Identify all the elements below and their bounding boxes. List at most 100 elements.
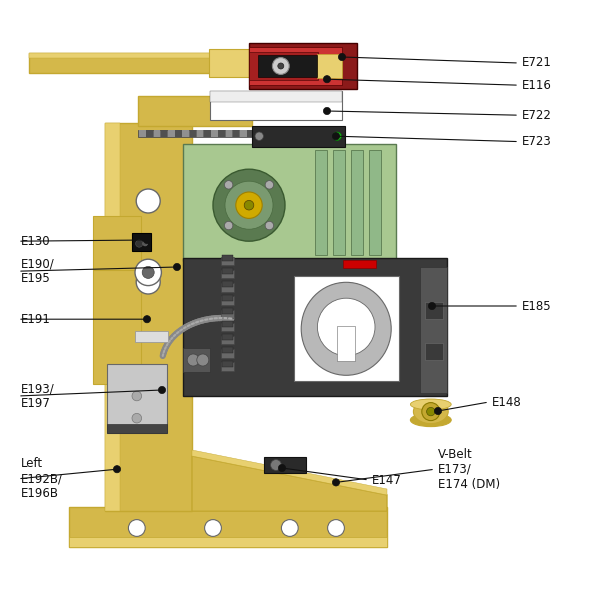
Circle shape [197, 354, 209, 366]
Circle shape [244, 200, 254, 210]
Bar [254, 130, 261, 137]
Circle shape [434, 407, 442, 415]
Bar [197, 130, 203, 137]
Bar [262, 130, 268, 137]
Circle shape [136, 189, 160, 213]
Bar [222, 268, 233, 274]
Bar [333, 150, 345, 255]
Circle shape [422, 403, 440, 421]
Polygon shape [183, 144, 396, 261]
Bar [175, 130, 182, 137]
Bar [222, 347, 233, 353]
Bar [204, 130, 211, 137]
Bar [221, 362, 234, 371]
Circle shape [255, 132, 263, 140]
Polygon shape [420, 267, 447, 393]
Text: E130: E130 [21, 235, 50, 248]
Circle shape [328, 520, 344, 536]
Polygon shape [210, 91, 342, 102]
Ellipse shape [410, 399, 451, 410]
Text: E116: E116 [522, 79, 552, 92]
Bar [190, 130, 196, 137]
Polygon shape [209, 49, 249, 77]
Bar [168, 130, 175, 137]
Polygon shape [69, 507, 387, 547]
Polygon shape [249, 43, 357, 89]
Bar [107, 364, 167, 433]
Bar [343, 260, 376, 268]
Polygon shape [252, 126, 345, 147]
Bar [315, 150, 327, 255]
Circle shape [332, 479, 340, 486]
Bar [222, 308, 233, 314]
Circle shape [128, 520, 145, 536]
Circle shape [317, 298, 375, 356]
Polygon shape [29, 53, 210, 58]
Circle shape [132, 413, 142, 423]
Bar [305, 130, 311, 137]
Circle shape [281, 520, 298, 536]
Circle shape [135, 259, 161, 286]
Text: V-Belt
E173/
E174 (DM): V-Belt E173/ E174 (DM) [438, 448, 500, 491]
Circle shape [272, 58, 289, 74]
Circle shape [205, 520, 221, 536]
Bar [218, 130, 225, 137]
Ellipse shape [301, 283, 391, 376]
Text: E722: E722 [522, 109, 552, 122]
Bar [298, 130, 304, 137]
Circle shape [224, 181, 233, 189]
Circle shape [428, 302, 436, 310]
Bar [182, 130, 189, 137]
Polygon shape [258, 55, 317, 77]
Bar [247, 130, 254, 137]
Circle shape [143, 236, 151, 244]
Bar [222, 295, 233, 301]
Circle shape [278, 464, 286, 472]
Circle shape [265, 181, 274, 189]
Polygon shape [192, 450, 387, 495]
Polygon shape [249, 47, 342, 85]
Bar [283, 130, 290, 137]
Circle shape [224, 221, 233, 230]
Circle shape [278, 63, 284, 69]
Bar [221, 283, 234, 292]
Circle shape [143, 316, 151, 323]
Bar [221, 336, 234, 344]
Circle shape [333, 132, 341, 140]
Bar [221, 310, 234, 318]
Bar [135, 331, 168, 342]
Text: E721: E721 [522, 56, 552, 70]
Bar [222, 281, 233, 287]
Circle shape [158, 386, 166, 394]
Text: Left
E192B/
E196B: Left E192B/ E196B [21, 457, 63, 500]
Circle shape [136, 270, 160, 294]
Polygon shape [192, 456, 387, 511]
Bar [294, 276, 399, 381]
Circle shape [187, 354, 199, 366]
Circle shape [213, 169, 285, 241]
Circle shape [323, 107, 331, 115]
Circle shape [323, 76, 331, 83]
Polygon shape [105, 123, 192, 511]
Text: E723: E723 [522, 135, 552, 148]
Circle shape [143, 241, 148, 246]
Text: E148: E148 [492, 395, 522, 409]
Circle shape [113, 466, 121, 473]
Circle shape [132, 391, 142, 401]
Polygon shape [93, 270, 141, 384]
Bar [226, 130, 232, 137]
Bar [240, 130, 247, 137]
Bar [139, 130, 146, 137]
Text: E147: E147 [372, 473, 402, 487]
Polygon shape [249, 52, 318, 80]
Polygon shape [105, 123, 120, 511]
Circle shape [427, 407, 435, 416]
Text: E185: E185 [522, 299, 551, 313]
Ellipse shape [413, 400, 448, 424]
Circle shape [225, 181, 273, 229]
Bar [276, 130, 283, 137]
Bar [269, 130, 275, 137]
Bar [369, 150, 381, 255]
Polygon shape [183, 348, 210, 372]
Bar [319, 130, 326, 137]
